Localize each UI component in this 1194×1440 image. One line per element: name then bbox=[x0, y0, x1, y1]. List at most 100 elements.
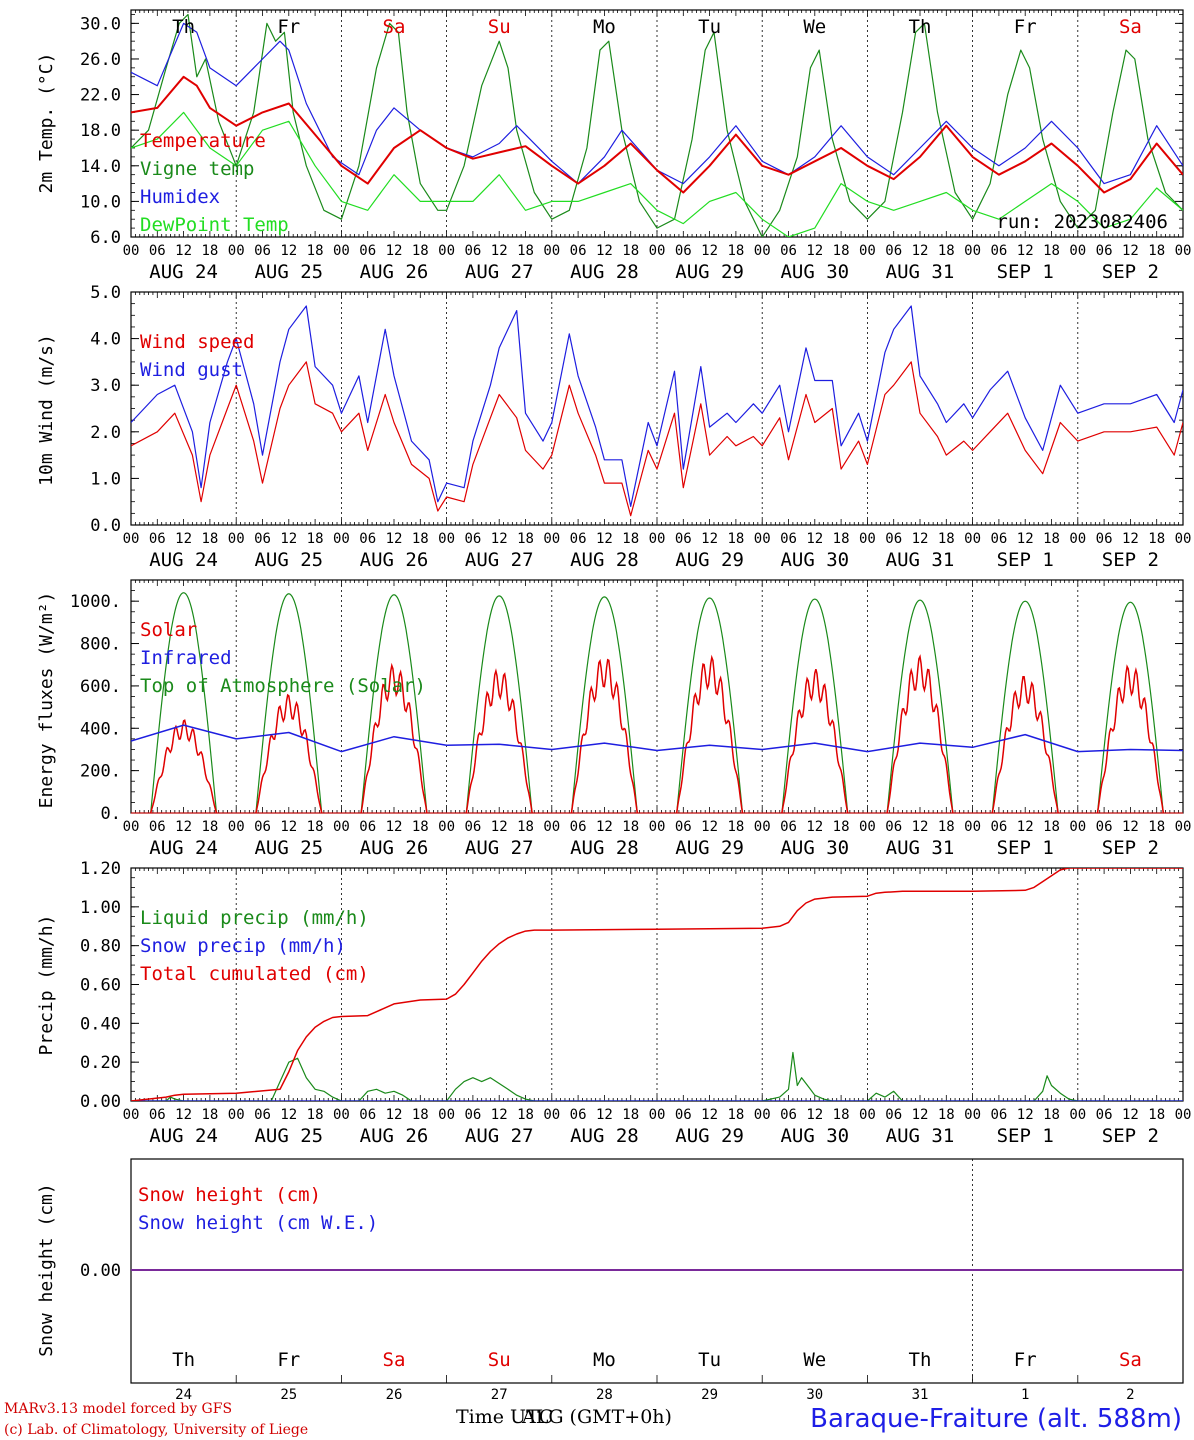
date-label: AUG 26 bbox=[360, 549, 429, 571]
time-axis-label-local: ALG (GMT+0h) bbox=[521, 1406, 672, 1428]
date-label: AUG 26 bbox=[360, 1125, 429, 1147]
y-tick-label: 18.0 bbox=[80, 121, 121, 141]
day-abbr-label: Th bbox=[172, 1349, 195, 1371]
date-label: SEP 1 bbox=[997, 549, 1054, 571]
hour-tick-label: 06 bbox=[570, 243, 587, 259]
hour-tick-label: 18 bbox=[1148, 243, 1165, 259]
hour-tick-label: 18 bbox=[412, 531, 429, 547]
y-axis-label: 10m Wind (m/s) bbox=[36, 334, 57, 486]
time-axis-label-utc: Time UTC bbox=[456, 1406, 553, 1428]
hour-tick-label: 00 bbox=[543, 819, 560, 835]
hour-tick-label: 18 bbox=[307, 819, 324, 835]
hour-tick-label: 18 bbox=[938, 1107, 955, 1123]
date-label: SEP 2 bbox=[1102, 837, 1159, 859]
date-label: AUG 25 bbox=[254, 837, 323, 859]
hour-tick-label: 00 bbox=[754, 243, 771, 259]
hour-tick-label: 12 bbox=[175, 243, 192, 259]
hour-tick-label: 06 bbox=[780, 819, 797, 835]
hour-tick-label: 06 bbox=[990, 819, 1007, 835]
y-tick-label: 26.0 bbox=[80, 50, 121, 70]
hour-tick-label: 18 bbox=[412, 1107, 429, 1123]
y-tick-label: 0.60 bbox=[80, 976, 121, 996]
date-label: AUG 27 bbox=[465, 261, 534, 283]
legend-entry: Temperature bbox=[140, 130, 266, 152]
y-tick-label: 5.0 bbox=[90, 283, 121, 303]
day-number-label: 2 bbox=[1126, 1387, 1134, 1403]
hour-tick-label: 00 bbox=[649, 819, 666, 835]
hour-tick-label: 12 bbox=[491, 531, 508, 547]
hour-tick-label: 00 bbox=[964, 243, 981, 259]
day-number-label: 26 bbox=[386, 1387, 403, 1403]
series-dewpoint-line bbox=[131, 111, 1183, 237]
hour-tick-label: 00 bbox=[1175, 243, 1192, 259]
day-abbr-label: We bbox=[803, 16, 826, 38]
hour-tick-label: 06 bbox=[1096, 243, 1113, 259]
series-infrared-line bbox=[131, 724, 1183, 753]
date-label: SEP 1 bbox=[997, 1125, 1054, 1147]
y-tick-label: 0.0 bbox=[90, 516, 121, 536]
hour-tick-label: 00 bbox=[123, 1107, 140, 1123]
date-label: AUG 31 bbox=[886, 549, 955, 571]
hour-tick-label: 06 bbox=[570, 1107, 587, 1123]
date-label: AUG 28 bbox=[570, 549, 639, 571]
date-label: AUG 25 bbox=[254, 261, 323, 283]
hour-tick-label: 06 bbox=[149, 243, 166, 259]
date-label: AUG 26 bbox=[360, 837, 429, 859]
hour-tick-label: 18 bbox=[517, 1107, 534, 1123]
y-axis-label: Energy fluxes (W/m²) bbox=[36, 592, 57, 809]
hour-tick-label: 18 bbox=[307, 1107, 324, 1123]
hour-tick-label: 12 bbox=[701, 531, 718, 547]
hour-tick-label: 18 bbox=[412, 819, 429, 835]
legend-entry: Snow height (cm W.E.) bbox=[138, 1212, 378, 1234]
hour-tick-label: 18 bbox=[622, 819, 639, 835]
day-number-label: 28 bbox=[596, 1387, 613, 1403]
hour-tick-label: 18 bbox=[727, 1107, 744, 1123]
y-tick-label: 1000. bbox=[70, 592, 121, 612]
hour-tick-label: 00 bbox=[123, 819, 140, 835]
hour-tick-label: 00 bbox=[1069, 243, 1086, 259]
day-abbr-label: Sa bbox=[383, 16, 406, 38]
hour-tick-label: 12 bbox=[1122, 531, 1139, 547]
y-tick-label: 0.40 bbox=[80, 1014, 121, 1034]
legend-entry: Total cumulated (cm) bbox=[140, 963, 369, 985]
hour-tick-label: 18 bbox=[938, 819, 955, 835]
day-number-label: 1 bbox=[1021, 1387, 1029, 1403]
hour-tick-label: 06 bbox=[1096, 531, 1113, 547]
hour-tick-label: 00 bbox=[228, 819, 245, 835]
day-abbr-label: Fr bbox=[1014, 1349, 1037, 1371]
hour-tick-label: 12 bbox=[386, 531, 403, 547]
hour-tick-label: 00 bbox=[333, 819, 350, 835]
y-tick-label: 2.0 bbox=[90, 423, 121, 443]
legend-entry: Top of Atmosphere (Solar) bbox=[140, 675, 426, 697]
hour-tick-label: 06 bbox=[464, 243, 481, 259]
hour-tick-label: 18 bbox=[622, 531, 639, 547]
day-number-label: 29 bbox=[701, 1387, 718, 1403]
y-tick-label: 4.0 bbox=[90, 330, 121, 350]
series-humidex-line bbox=[131, 22, 1183, 185]
hour-tick-label: 06 bbox=[990, 531, 1007, 547]
day-abbr-label: Th bbox=[172, 16, 195, 38]
hour-tick-label: 18 bbox=[1043, 531, 1060, 547]
hour-tick-label: 06 bbox=[359, 1107, 376, 1123]
hour-tick-label: 12 bbox=[280, 243, 297, 259]
day-abbr-label: Mo bbox=[593, 1349, 616, 1371]
legend-entry: Wind speed bbox=[140, 331, 254, 353]
hour-tick-label: 12 bbox=[1017, 531, 1034, 547]
hour-tick-label: 00 bbox=[964, 819, 981, 835]
hour-tick-label: 18 bbox=[833, 243, 850, 259]
date-label: AUG 30 bbox=[780, 1125, 849, 1147]
series-solar-line bbox=[149, 654, 1165, 813]
date-label: SEP 1 bbox=[997, 261, 1054, 283]
legend-entry: Liquid precip (mm/h) bbox=[140, 907, 369, 929]
hour-tick-label: 00 bbox=[649, 531, 666, 547]
date-label: AUG 29 bbox=[675, 261, 744, 283]
hour-tick-label: 00 bbox=[123, 243, 140, 259]
y-axis-label: Precip (mm/h) bbox=[36, 915, 57, 1056]
series-wind-speed-line bbox=[131, 361, 1183, 517]
hour-tick-label: 18 bbox=[622, 1107, 639, 1123]
y-tick-label: 0. bbox=[101, 804, 121, 824]
series-toa-line bbox=[150, 592, 1164, 813]
date-label: AUG 31 bbox=[886, 261, 955, 283]
day-number-label: 25 bbox=[280, 1387, 297, 1403]
hour-tick-label: 12 bbox=[280, 1107, 297, 1123]
